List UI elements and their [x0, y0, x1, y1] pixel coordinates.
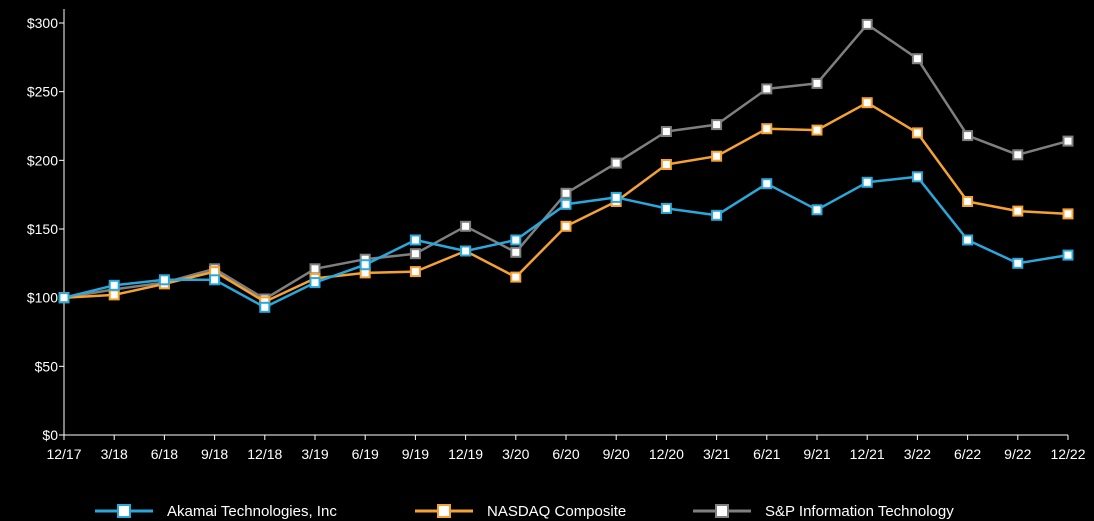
x-tick-label: 3/18	[101, 446, 128, 462]
data-point	[811, 77, 823, 89]
data-point	[1062, 208, 1074, 220]
y-tick-label: $0	[42, 427, 58, 443]
data-point	[761, 83, 773, 95]
data-point	[510, 234, 522, 246]
y-tick-label: $150	[27, 221, 58, 237]
data-point	[108, 279, 120, 291]
x-tick-label: 3/19	[301, 446, 328, 462]
legend-item: NASDAQ Composite	[415, 503, 626, 520]
x-tick-label: 9/20	[603, 446, 630, 462]
data-point	[560, 187, 572, 199]
legend: Akamai Technologies, Inc NASDAQ Composite…	[95, 503, 954, 520]
x-tick-label: 3/21	[703, 446, 730, 462]
data-point	[359, 259, 371, 271]
legend-label: Akamai Technologies, Inc	[167, 503, 337, 520]
series-0	[58, 171, 1074, 313]
data-point	[309, 277, 321, 289]
legend-swatch-marker	[715, 504, 729, 518]
data-point	[660, 202, 672, 214]
data-point	[861, 18, 873, 30]
data-point	[911, 171, 923, 183]
data-point	[911, 53, 923, 65]
series-group	[58, 18, 1074, 313]
data-point	[610, 157, 622, 169]
legend-item: Akamai Technologies, Inc	[95, 503, 337, 520]
x-tick-label: 9/21	[803, 446, 830, 462]
data-point	[209, 274, 221, 286]
x-tick-label: 6/18	[151, 446, 178, 462]
legend-swatch-marker	[437, 504, 451, 518]
x-tick-label: 3/20	[502, 446, 529, 462]
data-point	[911, 127, 923, 139]
data-point	[761, 123, 773, 135]
data-point	[861, 176, 873, 188]
x-tick-label: 12/22	[1050, 446, 1085, 462]
data-point	[409, 266, 421, 278]
data-point	[962, 130, 974, 142]
data-point	[510, 271, 522, 283]
data-point	[460, 220, 472, 232]
data-point	[1012, 149, 1024, 161]
x-tick-label: 6/20	[552, 446, 579, 462]
x-tick-label: 9/19	[402, 446, 429, 462]
data-point	[861, 97, 873, 109]
x-tick-label: 12/18	[247, 446, 282, 462]
x-tick-label: 12/19	[448, 446, 483, 462]
data-point	[610, 191, 622, 203]
data-point	[711, 150, 723, 162]
x-tick-label: 9/22	[1004, 446, 1031, 462]
x-tick-label: 9/18	[201, 446, 228, 462]
data-point	[158, 274, 170, 286]
data-point	[58, 292, 70, 304]
y-tick-label: $250	[27, 84, 58, 100]
data-point	[560, 220, 572, 232]
x-tick-label: 12/17	[46, 446, 81, 462]
axes: $0 $50 $100 $150 $200 $250 $300 12/17 3/18 6/18 9/…	[27, 9, 1086, 462]
y-tick-label: $200	[27, 152, 58, 168]
data-point	[660, 126, 672, 137]
series-1	[58, 97, 1074, 308]
x-tick-label: 6/22	[954, 446, 981, 462]
data-point	[660, 159, 672, 170]
data-point	[1062, 135, 1074, 147]
data-point	[259, 301, 271, 313]
legend-swatch-marker	[117, 504, 131, 518]
data-point	[560, 198, 572, 210]
x-tick-label: 12/21	[850, 446, 885, 462]
data-point	[962, 196, 974, 207]
data-point	[711, 209, 723, 221]
x-tick-label: 6/19	[352, 446, 379, 462]
x-tick-label: 6/21	[753, 446, 780, 462]
legend-label: NASDAQ Composite	[487, 503, 626, 520]
legend-item: S&P Information Technology	[693, 503, 954, 520]
data-point	[1012, 257, 1024, 269]
data-point	[309, 263, 321, 275]
data-point	[409, 248, 421, 260]
data-point	[811, 124, 823, 136]
data-point	[108, 289, 120, 301]
series-line	[63, 23, 1069, 301]
data-point	[409, 234, 421, 246]
y-tick-label: $50	[35, 358, 59, 374]
data-point	[1012, 205, 1024, 217]
data-point	[510, 246, 522, 258]
data-point	[1062, 249, 1074, 261]
y-tick-label: $100	[27, 290, 58, 306]
x-tick-label: 3/22	[904, 446, 931, 462]
data-point	[811, 204, 823, 216]
data-point	[761, 178, 773, 190]
y-tick-label: $300	[27, 15, 58, 31]
data-point	[711, 119, 723, 131]
data-point	[962, 234, 974, 246]
x-tick-label: 12/20	[649, 446, 684, 462]
series-2	[58, 18, 1074, 305]
data-point	[460, 245, 472, 257]
legend-label: S&P Information Technology	[765, 503, 954, 520]
